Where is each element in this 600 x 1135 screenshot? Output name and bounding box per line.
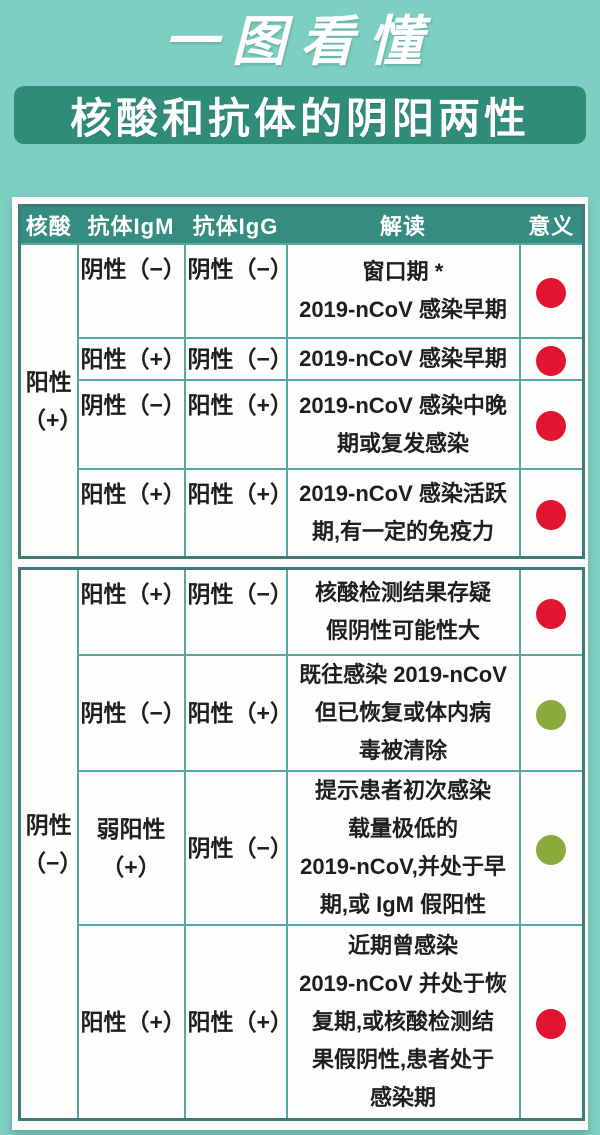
significance-cell [518,924,585,1121]
banner-title: 核酸和抗体的阴阳两性 [69,94,530,142]
result-table-negative-section: 阴性 （−） 阳性（+） 阴性（−） 核酸检测结果存疑 假阴性可能性大 阴性（−… [18,567,585,1121]
interpretation-cell: 窗口期 * 2019-nCoV 感染早期 [285,243,521,339]
significance-cell [518,379,585,470]
interpretation-cell: 既往感染 2019-nCoV 但已恢复或体内病 毒被清除 [285,654,521,772]
significance-cell [518,337,585,381]
igg-cell: 阳性（+） [183,654,293,772]
igm-cell: 阴性（−） [76,379,186,470]
significance-cell [518,654,585,772]
table-row: 弱阳性 （+） 阴性（−） 提示患者初次感染 载量极低的 2019-nCoV,并… [20,770,585,926]
col-header-igm: 抗体IgM [76,204,186,245]
main-title: 一图看懂 [164,9,436,73]
table-card: 核酸 抗体IgM 抗体IgG 解读 意义 阳性 （+） 阴性（−） 阴性（−） … [12,197,588,1130]
table-row: 阴性（−） 阳性（+） 既往感染 2019-nCoV 但已恢复或体内病 毒被清除 [20,654,585,772]
result-table-positive-section: 核酸 抗体IgM 抗体IgG 解读 意义 阳性 （+） 阴性（−） 阴性（−） … [18,204,585,559]
banner: 核酸和抗体的阴阳两性 [14,86,586,144]
significance-dot [536,345,567,376]
significance-dot [536,834,567,865]
igg-cell: 阴性（−） [183,567,293,656]
table-row: 阳性（+） 阴性（−） 2019-nCoV 感染早期 [20,337,585,381]
igg-cell: 阴性（−） [183,337,293,381]
table-row: 阳性 （+） 阴性（−） 阴性（−） 窗口期 * 2019-nCoV 感染早期 [18,243,585,559]
igg-cell: 阳性（+） [183,924,293,1121]
significance-dot [536,411,567,442]
table-row: 阳性（+） 阳性（+） 近期曾感染 2019-nCoV 并处于恢 复期,或核酸检… [20,924,585,1121]
significance-dot [536,1008,567,1039]
igg-cell: 阴性（−） [183,243,293,339]
igm-cell: 阳性（+） [76,468,186,559]
significance-cell [518,770,585,926]
igm-cell: 弱阳性 （+） [76,770,186,926]
significance-dot [536,699,567,730]
interpretation-cell: 提示患者初次感染 载量极低的 2019-nCoV,并处于早 期,或 IgM 假阳… [285,770,521,926]
significance-dot [536,277,567,308]
table-row: 阴性（−） 阳性（+） 2019-nCoV 感染中晚 期或复发感染 [20,379,585,470]
table-header-row: 核酸 抗体IgM 抗体IgG 解读 意义 [18,204,585,245]
igm-cell: 阳性（+） [76,567,186,656]
nucleic-acid-negative-cell: 阴性 （−） [18,567,82,1121]
interpretation-cell: 核酸检测结果存疑 假阴性可能性大 [285,567,521,656]
igg-cell: 阳性（+） [183,379,293,470]
significance-cell [518,243,585,339]
igm-cell: 阳性（+） [76,924,186,1121]
col-header-significance: 意义 [518,204,585,245]
igm-cell: 阴性（−） [76,243,186,339]
interpretation-cell: 2019-nCoV 感染中晚 期或复发感染 [285,379,521,470]
igg-cell: 阳性（+） [183,468,293,559]
section-divider [18,559,582,567]
col-header-nucleic-acid: 核酸 [18,204,79,245]
significance-dot [536,598,567,629]
igg-cell: 阴性（−） [183,770,293,926]
interpretation-cell: 2019-nCoV 感染活跃 期,有一定的免疫力 [285,468,521,559]
significance-cell [518,468,585,559]
igm-cell: 阴性（−） [76,654,186,772]
interpretation-cell: 2019-nCoV 感染早期 [285,337,521,381]
col-header-interpretation: 解读 [285,204,521,245]
significance-cell [518,567,585,656]
table-row: 阳性（+） 阳性（+） 2019-nCoV 感染活跃 期,有一定的免疫力 [20,468,585,559]
igm-cell: 阳性（+） [76,337,186,381]
interpretation-cell: 近期曾感染 2019-nCoV 并处于恢 复期,或核酸检测结 果假阴性,患者处于… [285,924,521,1121]
significance-dot [536,499,567,530]
col-header-igg: 抗体IgG [183,204,288,245]
table-row: 阴性 （−） 阳性（+） 阴性（−） 核酸检测结果存疑 假阴性可能性大 [18,567,585,1121]
nucleic-acid-positive-cell: 阳性 （+） [18,243,82,559]
